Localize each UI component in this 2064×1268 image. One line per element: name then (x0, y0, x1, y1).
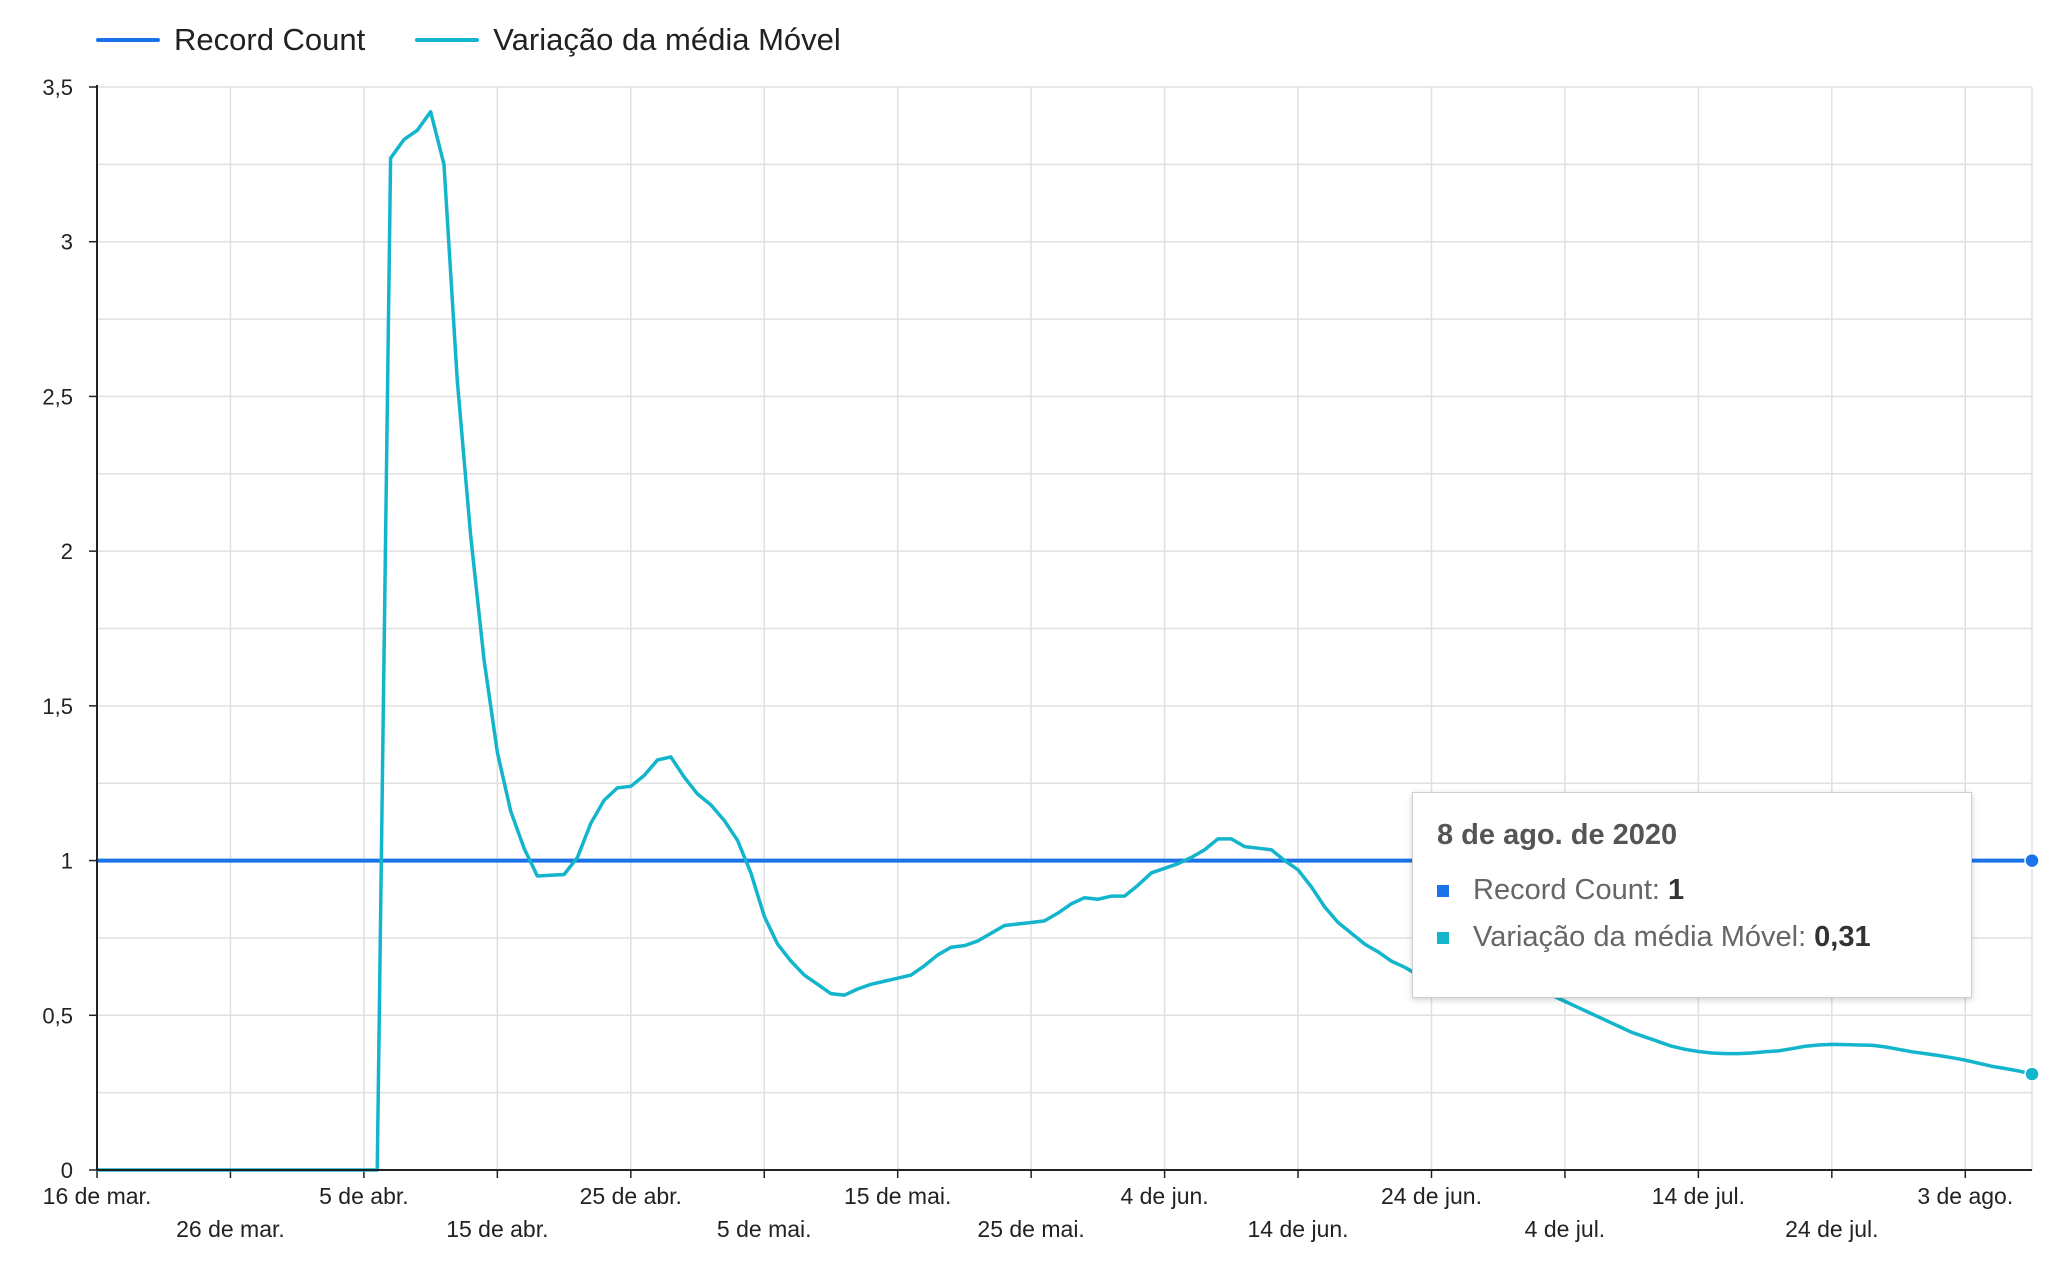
x-tick-label: 25 de abr. (580, 1183, 682, 1209)
axes (96, 85, 2032, 1171)
x-tick-label: 4 de jun. (1120, 1183, 1208, 1209)
tooltip-row-moving-avg: Variação da média Móvel: 0,31 (1437, 921, 1947, 954)
x-tick-label: 3 de ago. (1917, 1183, 2013, 1209)
legend-swatch-record-count (96, 38, 160, 42)
y-tick-label: 0 (61, 1158, 73, 1183)
y-tick-label: 1 (61, 849, 73, 874)
tooltip-row-record-count: Record Count: 1 (1437, 874, 1947, 907)
y-tick-label: 3,5 (42, 75, 73, 100)
legend-item-record-count[interactable]: Record Count (96, 22, 365, 58)
x-tick-label: 4 de jul. (1525, 1216, 1606, 1242)
y-axis-ticks: 0 0,5 1 1,5 2 2,5 3 3,5 (42, 75, 97, 1183)
y-tick-label: 2,5 (42, 384, 73, 409)
x-tick-label: 15 de abr. (446, 1216, 548, 1242)
tooltip-title: 8 de ago. de 2020 (1437, 819, 1678, 851)
tooltip-value-moving-avg: 0,31 (1814, 921, 1871, 953)
hover-markers (2024, 852, 2040, 1082)
y-tick-label: 1,5 (42, 694, 73, 719)
legend-swatch-moving-avg (415, 38, 480, 42)
x-axis-ticks: 16 de mar. 26 de mar. 5 de abr. 15 de abr. 2… (43, 1170, 2013, 1242)
tooltip-label-record-count: Record Count: (1473, 874, 1660, 906)
x-tick-label: 24 de jun. (1381, 1183, 1482, 1209)
legend-item-moving-avg[interactable]: Variação da média Móvel (415, 22, 841, 58)
x-tick-label: 24 de jul. (1785, 1216, 1878, 1242)
legend-label-record-count: Record Count (174, 22, 366, 57)
y-tick-label: 3 (61, 230, 73, 255)
x-tick-label: 5 de mai. (717, 1216, 812, 1242)
grid-lines (96, 86, 2033, 1171)
x-tick-label: 5 de abr. (319, 1183, 409, 1209)
chart-tooltip: 8 de ago. de 2020 Record Count: 1 Variaç… (1412, 792, 1972, 998)
x-tick-label: 26 de mar. (176, 1216, 285, 1242)
x-tick-label: 25 de mai. (977, 1216, 1084, 1242)
x-tick-label: 14 de jun. (1248, 1216, 1349, 1242)
x-tick-label: 14 de jul. (1652, 1183, 1745, 1209)
chart-legend: Record Count Variação da média Móvel (96, 22, 841, 58)
x-tick-label: 15 de mai. (844, 1183, 951, 1209)
tooltip-dot-moving-avg (1437, 931, 1449, 944)
legend-label-moving-avg: Variação da média Móvel (493, 22, 841, 57)
tooltip-value-record-count: 1 (1668, 874, 1685, 906)
tooltip-label-moving-avg: Variação da média Móvel: (1473, 921, 1807, 953)
series-lines (97, 110, 2033, 1172)
hover-marker-moving-avg (2024, 1066, 2040, 1082)
y-tick-label: 2 (61, 539, 73, 564)
series-line-moving-avg (97, 110, 2033, 1172)
y-tick-label: 0,5 (42, 1003, 73, 1028)
tooltip-dot-record-count (1437, 884, 1449, 897)
x-tick-label: 16 de mar. (43, 1183, 152, 1209)
hover-marker-record-count (2024, 852, 2040, 869)
